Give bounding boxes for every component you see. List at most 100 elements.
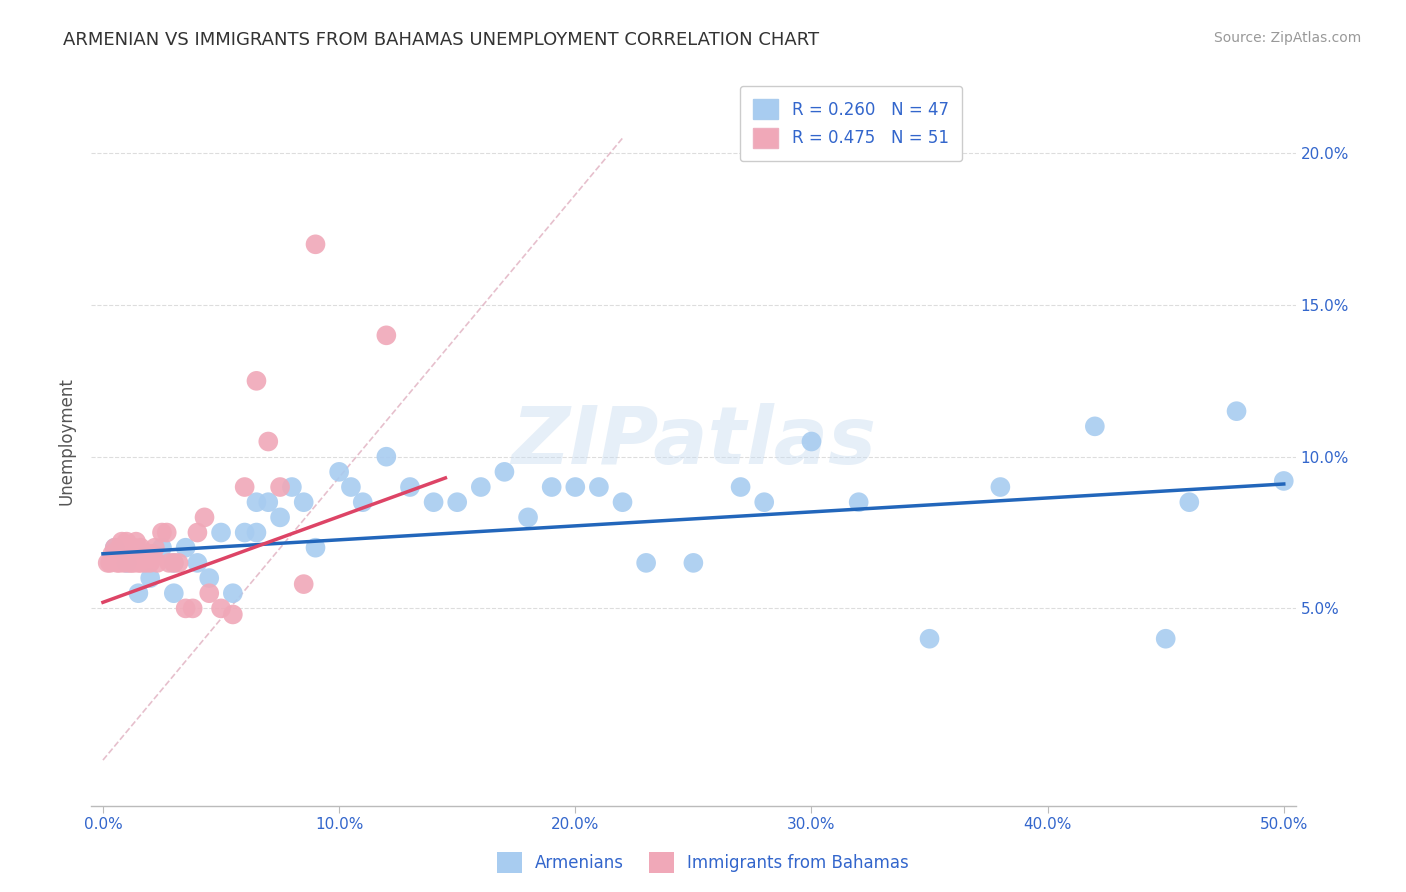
Point <box>730 480 752 494</box>
Point <box>193 510 215 524</box>
Point <box>269 510 291 524</box>
Point <box>108 541 131 555</box>
Point <box>564 480 586 494</box>
Point <box>1272 474 1295 488</box>
Point <box>139 571 162 585</box>
Legend: R = 0.260   N = 47, R = 0.475   N = 51: R = 0.260 N = 47, R = 0.475 N = 51 <box>740 86 962 161</box>
Point <box>446 495 468 509</box>
Point <box>112 556 135 570</box>
Y-axis label: Unemployment: Unemployment <box>58 377 75 506</box>
Point <box>163 556 186 570</box>
Point <box>470 480 492 494</box>
Point <box>127 556 149 570</box>
Point <box>1178 495 1201 509</box>
Point <box>186 525 208 540</box>
Legend: Armenians, Immigrants from Bahamas: Armenians, Immigrants from Bahamas <box>491 846 915 880</box>
Point <box>174 601 197 615</box>
Point <box>98 556 121 570</box>
Point <box>198 586 221 600</box>
Point <box>375 450 398 464</box>
Point <box>122 541 145 555</box>
Point <box>129 541 152 555</box>
Point <box>111 547 134 561</box>
Point <box>328 465 350 479</box>
Point <box>245 374 267 388</box>
Point <box>245 525 267 540</box>
Point <box>233 525 256 540</box>
Point <box>125 534 148 549</box>
Point <box>375 328 398 343</box>
Point <box>105 556 128 570</box>
Point <box>209 525 232 540</box>
Point <box>129 556 152 570</box>
Point <box>115 547 138 561</box>
Point <box>340 480 363 494</box>
Point <box>132 547 155 561</box>
Point <box>136 547 159 561</box>
Point <box>222 586 245 600</box>
Point <box>399 480 422 494</box>
Point <box>118 556 141 570</box>
Point <box>848 495 870 509</box>
Point <box>120 556 142 570</box>
Point <box>245 495 267 509</box>
Point <box>174 541 197 555</box>
Point <box>118 541 141 555</box>
Point <box>122 556 145 570</box>
Point <box>233 480 256 494</box>
Point <box>97 556 120 570</box>
Point <box>588 480 610 494</box>
Point <box>918 632 941 646</box>
Point <box>104 541 127 555</box>
Point <box>163 556 186 570</box>
Point <box>101 547 124 561</box>
Point <box>156 525 179 540</box>
Text: Source: ZipAtlas.com: Source: ZipAtlas.com <box>1213 31 1361 45</box>
Point <box>292 577 315 591</box>
Point <box>108 556 131 570</box>
Point <box>163 586 186 600</box>
Point <box>181 601 204 615</box>
Point <box>800 434 823 449</box>
Point <box>494 465 516 479</box>
Point <box>422 495 444 509</box>
Point <box>157 556 180 570</box>
Point <box>304 541 326 555</box>
Point <box>198 571 221 585</box>
Point <box>115 556 138 570</box>
Point <box>127 547 149 561</box>
Point <box>127 586 149 600</box>
Point <box>682 556 704 570</box>
Point <box>142 547 165 561</box>
Point <box>104 541 127 555</box>
Point <box>754 495 776 509</box>
Point <box>304 237 326 252</box>
Point <box>1084 419 1107 434</box>
Point <box>292 495 315 509</box>
Text: ZIPatlas: ZIPatlas <box>510 402 876 481</box>
Point <box>209 601 232 615</box>
Point <box>257 434 280 449</box>
Point <box>517 510 540 524</box>
Point <box>1225 404 1247 418</box>
Point <box>167 556 190 570</box>
Point <box>222 607 245 622</box>
Point <box>146 556 169 570</box>
Point <box>143 541 166 555</box>
Point <box>540 480 562 494</box>
Point <box>1154 632 1177 646</box>
Point <box>612 495 634 509</box>
Point <box>134 556 156 570</box>
Point <box>120 547 142 561</box>
Point <box>150 541 173 555</box>
Point <box>257 495 280 509</box>
Point <box>636 556 658 570</box>
Point <box>352 495 374 509</box>
Point <box>186 556 208 570</box>
Point <box>115 534 138 549</box>
Point <box>112 541 135 555</box>
Point <box>111 534 134 549</box>
Point <box>990 480 1012 494</box>
Point <box>139 556 162 570</box>
Point <box>125 547 148 561</box>
